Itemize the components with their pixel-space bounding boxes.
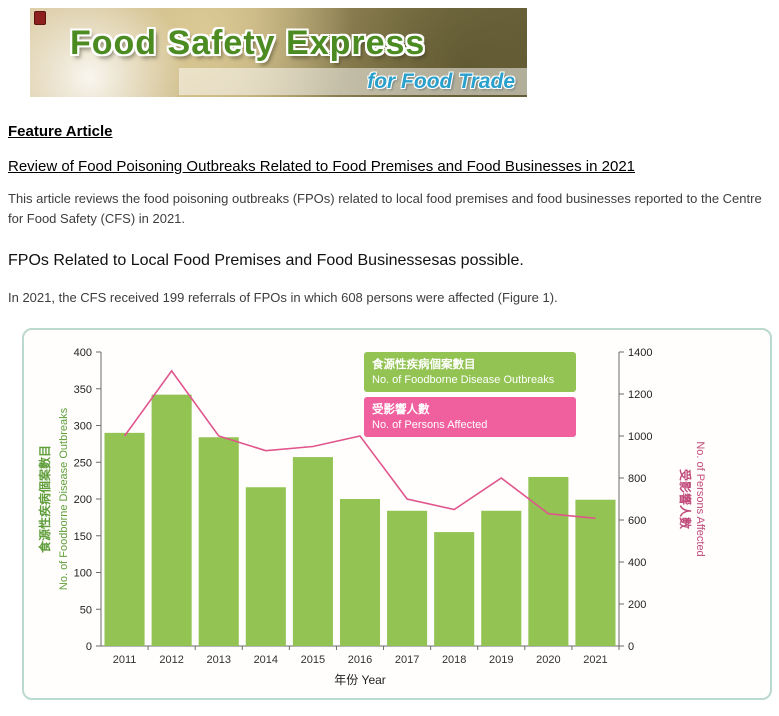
right-axis-tick-label: 600 xyxy=(628,515,646,527)
bar-2019 xyxy=(481,510,522,646)
banner-image: Food Safety Express for Food Trade xyxy=(30,8,527,97)
legend-label-en-1: No. of Persons Affected xyxy=(372,419,487,431)
article-content: Feature Article Review of Food Poisoning… xyxy=(0,123,779,700)
right-axis-tick-label: 0 xyxy=(628,641,634,653)
bar-2017 xyxy=(387,510,428,646)
bar-2016 xyxy=(339,498,381,646)
left-axis-tick-label: 200 xyxy=(74,494,92,506)
left-axis-tick-label: 150 xyxy=(74,530,92,542)
persons-affected-line xyxy=(123,369,596,519)
right-axis-title-en: No. of Persons Affected xyxy=(694,441,706,556)
left-axis-tick-label: 250 xyxy=(74,457,92,469)
banner-subtitle: for Food Trade xyxy=(367,69,515,93)
right-axis-title-zh: 受影響人數 xyxy=(678,468,693,528)
left-axis-title-zh: 食源性疾病個案數目 xyxy=(37,444,52,553)
section-subheading: FPOs Related to Local Food Premises and … xyxy=(8,252,524,269)
right-axis-tick-label: 800 xyxy=(628,473,646,485)
article-paragraph: In 2021, the CFS received 199 referrals … xyxy=(8,290,558,305)
legend-label-en-0: No. of Foodborne Disease Outbreaks xyxy=(372,374,555,386)
x-tick-label-2016: 2016 xyxy=(348,654,372,666)
right-axis-tick-label: 1200 xyxy=(628,389,652,401)
bar-2014 xyxy=(245,486,286,646)
x-tick-label-2021: 2021 xyxy=(583,654,607,666)
bar-2011 xyxy=(104,432,145,646)
x-tick-label-2014: 2014 xyxy=(254,654,278,666)
left-axis-tick-label: 300 xyxy=(74,420,92,432)
x-tick-label-2012: 2012 xyxy=(159,654,183,666)
banner-title: Food Safety Express xyxy=(70,24,426,62)
bar-2012 xyxy=(151,394,192,646)
bar-2015 xyxy=(292,456,333,646)
x-tick-label-2018: 2018 xyxy=(442,654,466,666)
left-axis-tick-label: 350 xyxy=(74,383,92,395)
right-axis-tick-label: 1400 xyxy=(628,347,652,359)
x-tick-label-2020: 2020 xyxy=(536,654,560,666)
banner-subtitle-strip: for Food Trade xyxy=(179,68,527,95)
x-tick-label-2013: 2013 xyxy=(206,654,230,666)
article-intro: This article reviews the food poisoning … xyxy=(8,191,762,226)
figure-1-chart: 0 50 100 150 200 250 300 350 400 0 200 400 600 800 100… xyxy=(22,327,772,700)
left-axis-tick-label: 0 xyxy=(86,641,92,653)
x-axis-title: 年份 Year xyxy=(334,673,386,687)
legend-label-zh-1: 受影響人數 xyxy=(372,402,430,416)
feature-article-heading: Feature Article xyxy=(8,123,113,140)
article-title-link[interactable]: Review of Food Poisoning Outbreaks Relat… xyxy=(8,158,636,175)
bar-2013 xyxy=(198,436,239,646)
bar-2021 xyxy=(575,499,616,646)
chart-svg: 0 50 100 150 200 250 300 350 400 0 200 400 600 800 100… xyxy=(37,347,706,687)
legend-box-1 xyxy=(364,396,576,437)
x-tick-label-2019: 2019 xyxy=(489,654,513,666)
banner-corner-icon xyxy=(34,11,46,25)
right-axis-tick-label: 400 xyxy=(628,557,646,569)
right-axis-tick-label: 200 xyxy=(628,599,646,611)
left-axis-tick-label: 400 xyxy=(74,347,92,359)
right-axis-tick-label: 1000 xyxy=(628,431,652,443)
left-axis-tick-label: 50 xyxy=(80,604,92,616)
left-axis-title-en: No. of Foodborne Disease Outbreaks xyxy=(58,407,70,590)
x-tick-label-2011: 2011 xyxy=(113,654,137,666)
left-axis-tick-label: 100 xyxy=(74,567,92,579)
bar-2018 xyxy=(434,531,475,646)
x-tick-label-2017: 2017 xyxy=(395,654,419,666)
x-tick-label-2015: 2015 xyxy=(301,654,325,666)
legend-box-0 xyxy=(364,351,576,392)
bar-2020 xyxy=(528,476,569,646)
legend-label-zh-0: 食源性疾病個案數目 xyxy=(372,357,476,371)
